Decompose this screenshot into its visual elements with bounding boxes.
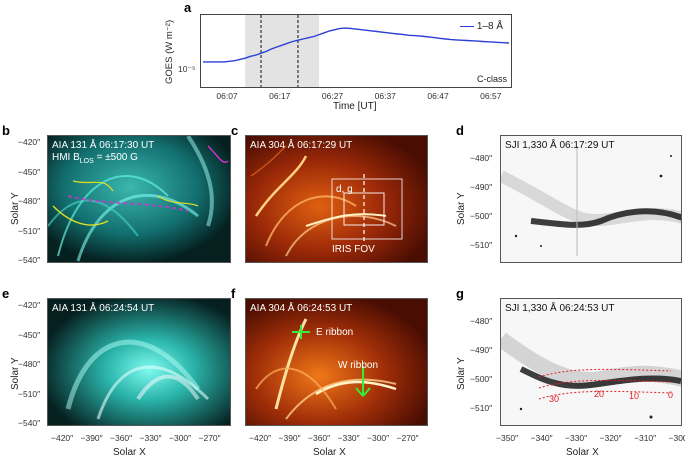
y-tick-left: −540″	[18, 418, 41, 428]
x-tick-aia: −390″	[80, 433, 103, 443]
x-tick-iris: −350″	[496, 433, 519, 443]
panel-d-image: SJI 1,330 Å 06:17:29 UT	[500, 135, 682, 263]
panel-label-a: a	[184, 0, 192, 15]
y-tick-left: −420″	[18, 300, 41, 310]
y-tick-left: −420″	[18, 137, 41, 147]
panel-label-g: g	[456, 286, 464, 301]
x-tick-iris: −310″	[634, 433, 657, 443]
goes-xtick-label: 06:47	[427, 91, 449, 101]
x-tick-aia: −420″	[51, 433, 74, 443]
e-ribbon-label: E ribbon	[316, 327, 354, 338]
y-tick-left: −480″	[18, 196, 41, 206]
goes-xtick-label: 06:07	[216, 91, 238, 101]
marker-0: 0	[668, 390, 674, 400]
y-tick-left: −450″	[18, 166, 41, 177]
panel-d-title: SJI 1,330 Å 06:17:29 UT	[505, 140, 615, 151]
panel-f-title: AIA 304 Å 06:24:53 UT	[250, 303, 353, 314]
goes-ytick: 10⁻⁵	[178, 64, 196, 74]
y-tick-right: −510″	[470, 403, 493, 413]
panel-e-image: AIA 131 Å 06:24:54 UT	[47, 298, 231, 426]
c-class-label: C-class	[476, 74, 507, 84]
aia304-ribbons	[246, 136, 427, 262]
y-tick-right: −490″	[470, 345, 493, 355]
panel-c-image: AIA 304 Å 06:17:29 UT d, g IRIS FOV	[245, 135, 428, 263]
w-ribbon-label: W ribbon	[338, 360, 379, 371]
y-tick-left: −510″	[18, 225, 41, 236]
x-tick-aia: −360″	[308, 433, 331, 443]
panel-label-b: b	[2, 123, 10, 138]
panel-f-image: AIA 304 Å 06:24:53 UT E ribbon W ribbon	[245, 298, 428, 426]
g-ylabel: Solar Y	[456, 357, 467, 390]
x-tick-iris: −320″	[599, 433, 622, 443]
goes-xtick-label: 06:57	[480, 91, 502, 101]
panel-c-fov-label: IRIS FOV	[332, 244, 375, 255]
y-tick-left: −510″	[18, 388, 41, 399]
panel-b-image: AIA 131 Å 06:17:30 UT HMI BLOS = ±500 G	[47, 135, 231, 263]
goes-plot-frame: 1–8 Å C-class	[200, 14, 512, 88]
goes-series-line-0	[203, 27, 510, 63]
panel-b-los: LOS	[79, 158, 94, 165]
panel-b-subtitle: HMI BLOS = ±500 G	[52, 152, 138, 167]
goes-legend: 1–8 Å	[460, 21, 503, 32]
panel-label-d: d	[456, 123, 464, 138]
y-tick-left: −480″	[18, 359, 41, 369]
y-tick-left: −540″	[18, 255, 41, 265]
panel-label-f: f	[231, 286, 236, 301]
marker-10: 10	[629, 391, 640, 401]
y-tick-right: −500″	[470, 211, 493, 221]
legend-label: 1–8 Å	[476, 21, 503, 32]
panel-b-title: AIA 131 Å 06:17:30 UT	[52, 140, 155, 151]
legend-line-icon	[460, 25, 475, 27]
x-tick-iris: −300″	[668, 433, 685, 443]
sji-ribbon-d	[501, 146, 681, 256]
panel-c-box-label: d, g	[336, 184, 353, 195]
f-xlabel: Solar X	[313, 447, 346, 458]
panel-label-c: c	[231, 123, 239, 138]
x-tick-aia: −300″	[169, 433, 192, 443]
x-tick-aia: −330″	[337, 433, 360, 443]
d-ylabel: Solar Y	[456, 192, 467, 225]
y-tick-right: −500″	[470, 374, 493, 384]
y-tick-right: −490″	[470, 182, 493, 192]
aia131-loops-e	[48, 299, 230, 425]
panel-b-hmi: HMI B	[52, 152, 80, 163]
marker-30: 30	[549, 394, 560, 404]
y-tick-right: −480″	[470, 316, 493, 326]
goes-xtick-label: 06:27	[321, 91, 344, 101]
panel-label-e: e	[2, 286, 10, 301]
g-xlabel: Solar X	[566, 447, 599, 458]
goes-xtick-label: 06:17	[269, 91, 291, 101]
x-tick-iris: −330″	[565, 433, 588, 443]
e-xlabel: Solar X	[113, 447, 146, 458]
shaded-interval	[245, 15, 320, 87]
goes-xtick-label: 06:37	[374, 91, 396, 101]
sji-ribbon-g	[501, 332, 681, 419]
y-tick-right: −480″	[470, 153, 493, 163]
x-tick-aia: −360″	[110, 433, 133, 443]
x-tick-iris: −340″	[530, 433, 553, 443]
aia131-loops	[48, 136, 230, 262]
goes-chart	[203, 15, 510, 87]
panel-c-title: AIA 304 Å 06:17:29 UT	[250, 140, 353, 151]
x-tick-aia: −390″	[278, 433, 301, 443]
goes-ylabel: GOES (W m⁻²)	[164, 19, 175, 84]
marker-20: 20	[594, 389, 605, 399]
panel-e-title: AIA 131 Å 06:24:54 UT	[52, 303, 155, 314]
aia304-ribbons-f	[246, 299, 427, 425]
x-tick-aia: −300″	[367, 433, 390, 443]
panel-g-title: SJI 1,330 Å 06:24:53 UT	[505, 303, 615, 314]
panel-b-range: = ±500 G	[93, 152, 138, 163]
y-tick-right: −510″	[470, 240, 493, 250]
x-tick-aia: −420″	[249, 433, 272, 443]
x-tick-aia: −270″	[198, 433, 221, 443]
x-tick-aia: −270″	[396, 433, 419, 443]
goes-xlabel: Time [UT]	[333, 101, 377, 112]
y-tick-left: −450″	[18, 329, 41, 340]
panel-g-image: SJI 1,330 Å 06:24:53 UT 30 20 10 0	[500, 298, 682, 426]
x-tick-aia: −330″	[139, 433, 162, 443]
